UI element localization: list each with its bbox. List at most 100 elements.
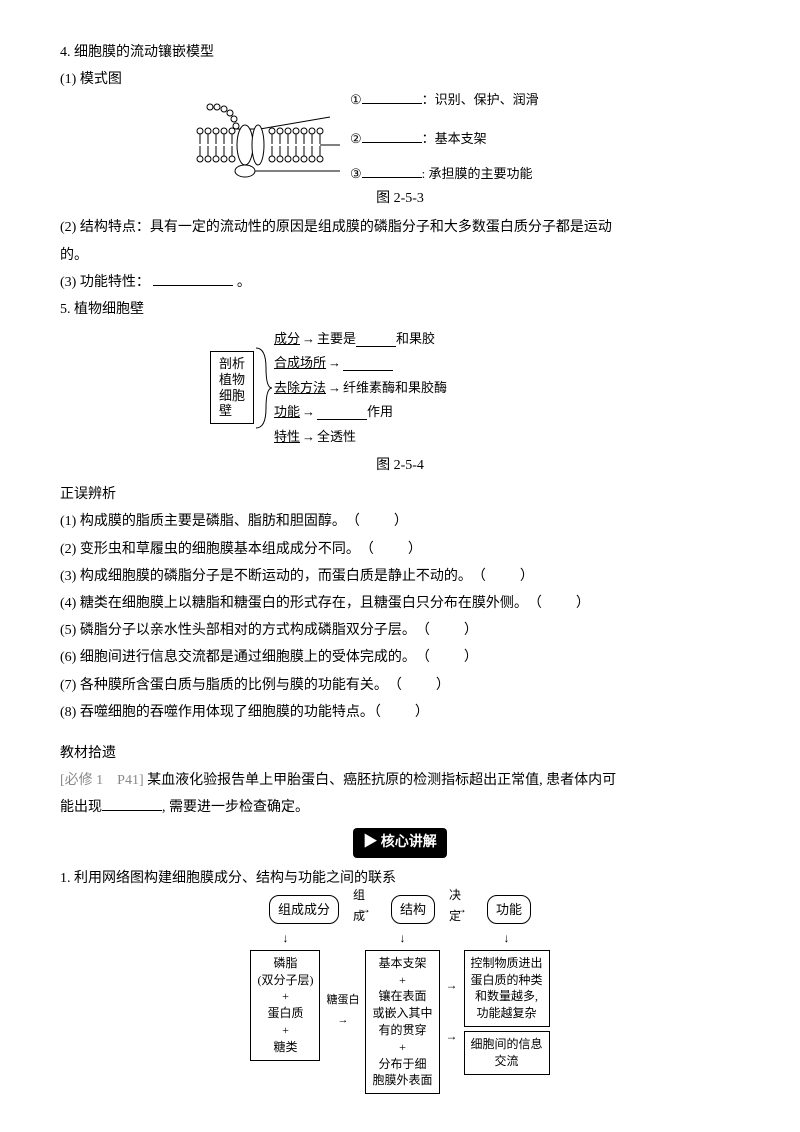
r2-label: 合成场所 xyxy=(274,351,326,374)
s4-sub3-label: (3) xyxy=(60,275,76,290)
r3t: 纤维素酶和果胶酶 xyxy=(343,376,447,399)
c3al4: 功能越复杂 xyxy=(471,1005,543,1022)
c3al1: 控制物质进出 xyxy=(471,955,543,972)
c2l2: + xyxy=(372,972,432,989)
q6-paren[interactable]: （ ） xyxy=(423,650,480,665)
q1-paren[interactable]: （ ） xyxy=(353,514,410,529)
net-title: 利用网络图构建细胞膜成分、结构与功能之间的联系 xyxy=(74,871,396,886)
c2l8: 胞膜外表面 xyxy=(372,1072,432,1089)
brace-icon xyxy=(254,343,274,433)
q5: (5) 磷脂分子以亲水性头部相对的方式构成磷脂双分子层。 （ ） xyxy=(60,618,740,643)
banner-text: 核心讲解 xyxy=(381,835,437,850)
r1ta: 主要是 xyxy=(317,327,356,350)
figure-253: ①：识别、保护、润滑 ②：基本支架 ③: 承担膜的主要功能 xyxy=(190,96,740,182)
r1tb: 和果胶 xyxy=(396,327,435,350)
c1l1: 磷脂 xyxy=(257,955,313,972)
blank3[interactable] xyxy=(362,162,422,178)
c1l5: + xyxy=(257,1022,313,1039)
label2-num: ② xyxy=(350,131,362,146)
q1: (1) 构成膜的脂质主要是磷脂、脂肪和胆固醇。 （ ） xyxy=(60,509,740,534)
s4-sub3: (3) 功能特性： 。 xyxy=(60,270,740,295)
net-heading: 1. 利用网络图构建细胞膜成分、结构与功能之间的联系 xyxy=(60,866,740,891)
r1-label: 成分 xyxy=(274,327,300,350)
arrow1-label: 组成 xyxy=(353,885,371,928)
q8-paren[interactable]: （ ） xyxy=(374,705,431,720)
q5-paren[interactable]: （ ） xyxy=(423,623,480,638)
s4-sub2: (2) 结构特点：具有一定的流动性的原因是组成膜的磷脂分子和大多数蛋白质分子都是… xyxy=(60,215,740,240)
blank2[interactable] xyxy=(362,127,422,143)
q7: (7) 各种膜所含蛋白质与脂质的比例与膜的功能有关。 （ ） xyxy=(60,673,740,698)
c2l5: 有的贯穿 xyxy=(372,1022,432,1039)
r4-label: 功能 xyxy=(274,400,300,423)
q2-text: (2) 变形虫和草履虫的细胞膜基本组成成分不同。 xyxy=(60,542,353,557)
blank-r1[interactable] xyxy=(356,331,396,347)
s4-sub1-title: 模式图 xyxy=(80,72,122,87)
q4: (4) 糖类在细胞膜上以糖脂和糖蛋白的形式存在，且糖蛋白只分布在膜外侧。 （ ） xyxy=(60,591,740,616)
c1l2: (双分子层) xyxy=(257,972,313,989)
core-banner: ▶ 核心讲解 xyxy=(353,828,447,857)
q5-text: (5) 磷脂分子以亲水性头部相对的方式构成磷脂双分子层。 xyxy=(60,623,409,638)
arrow-icon: → xyxy=(328,376,341,399)
q3: (3) 构成细胞膜的磷脂分子是不断运动的，而蛋白质是静止不动的。 （ ） xyxy=(60,564,740,589)
q8: (8) 吞噬细胞的吞噬作用体现了细胞膜的功能特点。（ ） xyxy=(60,700,740,725)
q7-paren[interactable]: （ ） xyxy=(395,678,452,693)
textbook-tb: 能出现 xyxy=(60,800,102,815)
blank-r4[interactable] xyxy=(317,404,367,420)
play-icon: ▶ xyxy=(363,835,377,850)
row1: 成分→主要是和果胶 xyxy=(274,327,447,350)
label2-text: ：基本支架 xyxy=(422,131,487,146)
section4-heading: 4. 细胞膜的流动镶嵌模型 xyxy=(60,40,740,65)
s5-title: 植物细胞壁 xyxy=(74,302,144,317)
s4-sub2-text-a: 结构特点：具有一定的流动性的原因是组成膜的磷脂分子和大多数蛋白质分子都是运动 xyxy=(80,220,612,235)
arrow2-label: 决定 xyxy=(449,885,467,928)
textbook-line1: [必修 1 P41] 某血液化验报告单上甲胎蛋白、癌胚抗原的检测指标超出正常值,… xyxy=(60,768,740,793)
r3-label: 去除方法 xyxy=(274,376,326,399)
c1l3: + xyxy=(257,988,313,1005)
c1l6: 糖类 xyxy=(257,1039,313,1056)
textbook-header: 教材拾遗 xyxy=(60,741,740,766)
blank-func[interactable] xyxy=(153,270,233,286)
q2: (2) 变形虫和草履虫的细胞膜基本组成成分不同。 （ ） xyxy=(60,537,740,562)
label1-text: ：识别、保护、润滑 xyxy=(422,92,539,107)
c2l4: 或嵌入其中 xyxy=(372,1005,432,1022)
c2l1: 基本支架 xyxy=(372,955,432,972)
c3al3: 和数量越多, xyxy=(471,988,543,1005)
s4-sub2b: 的。 xyxy=(60,243,740,268)
col3b-box: 细胞间的信息 交流 xyxy=(464,1031,550,1075)
c1l4: 蛋白质 xyxy=(257,1005,313,1022)
q7-text: (7) 各种膜所含蛋白质与脂质的比例与膜的功能有关。 xyxy=(60,678,381,693)
banner-wrap: ▶ 核心讲解 xyxy=(60,828,740,857)
s4-sub3-end: 。 xyxy=(237,275,251,290)
q2-paren[interactable]: （ ） xyxy=(367,542,424,557)
blank-textbook[interactable] xyxy=(102,795,162,811)
top-flow: 组成成分 组成→ 结构 决定→ 功能 xyxy=(60,895,740,924)
blank-r2[interactable] xyxy=(343,355,393,371)
q6: (6) 细胞间进行信息交流都是通过细胞膜上的受体完成的。 （ ） xyxy=(60,645,740,670)
s4-title: 细胞膜的流动镶嵌模型 xyxy=(74,45,214,60)
q3-paren[interactable]: （ ） xyxy=(479,569,536,584)
r5t: 全透性 xyxy=(317,425,356,448)
label3-text: : 承担膜的主要功能 xyxy=(422,166,533,181)
row5: 特性→全透性 xyxy=(274,425,447,448)
blank1[interactable] xyxy=(362,88,422,104)
row3: 去除方法→纤维素酶和果胶酶 xyxy=(274,376,447,399)
q3-text: (3) 构成细胞膜的磷脂分子是不断运动的，而蛋白质是静止不动的。 xyxy=(60,569,465,584)
row4: 功能→作用 xyxy=(274,400,447,423)
fig254-label: 图 2-5-4 xyxy=(60,453,740,478)
label1-num: ① xyxy=(350,92,362,107)
section5-heading: 5. 植物细胞壁 xyxy=(60,297,740,322)
r4t: 作用 xyxy=(367,400,393,423)
col2-box: 基本支架 + 镶在表面 或嵌入其中 有的贯穿 + 分布于细 胞膜外表面 xyxy=(365,950,439,1094)
node-structure: 结构 xyxy=(391,895,435,924)
c2l3: 镶在表面 xyxy=(372,988,432,1005)
c3bl2: 交流 xyxy=(471,1053,543,1070)
row2: 合成场所→ xyxy=(274,351,447,374)
node-function: 功能 xyxy=(487,895,531,924)
col1-box: 磷脂 (双分子层) + 蛋白质 + 糖类 xyxy=(250,950,320,1061)
glyco-label: 糖蛋白 xyxy=(326,991,359,1011)
textbook-line2: 能出现, 需要进一步检查确定。 xyxy=(60,795,740,820)
q1-text: (1) 构成膜的脂质主要是磷脂、脂肪和胆固醇。 xyxy=(60,514,339,529)
q4-paren[interactable]: （ ） xyxy=(535,596,592,611)
box-l3: 细胞 xyxy=(219,388,245,404)
col3a-box: 控制物质进出 蛋白质的种类 和数量越多, 功能越复杂 xyxy=(464,950,550,1027)
